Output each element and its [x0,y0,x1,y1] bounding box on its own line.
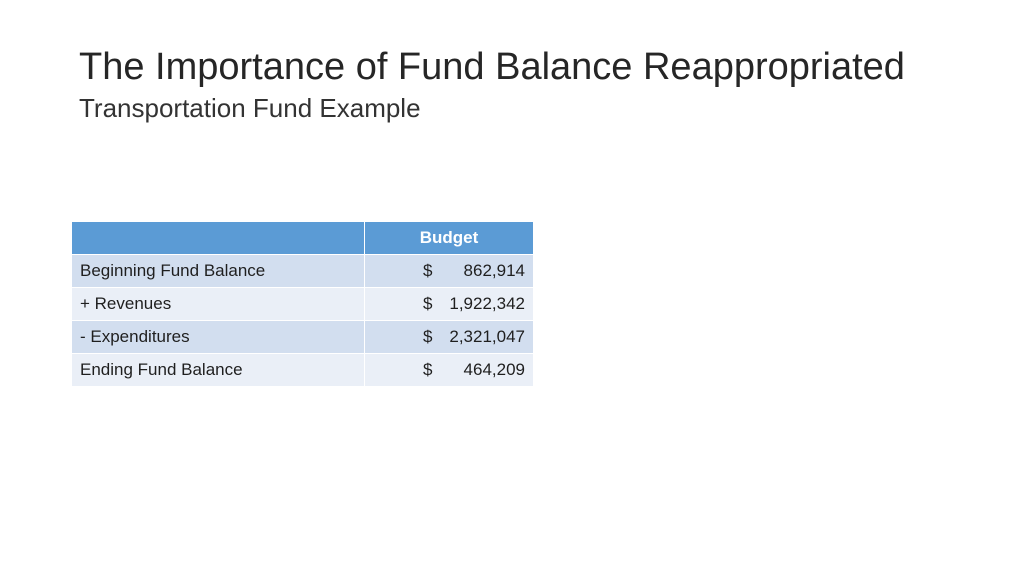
header-budget-cell: Budget [364,221,534,255]
currency-symbol: $ [423,360,433,379]
amount-value: 464,209 [463,360,525,379]
table-body: Beginning Fund Balance $ 862,914 + Reven… [71,254,534,387]
amount-value: 2,321,047 [449,327,525,346]
table-row-revenues: + Revenues $ 1,922,342 [71,287,534,321]
row-amount-cell: $ 1,922,342 [364,287,534,321]
row-amount-cell: $ 464,209 [364,353,534,387]
currency-symbol: $ [423,261,433,280]
row-amount-cell: $ 2,321,047 [364,320,534,354]
slide-subtitle: Transportation Fund Example [79,93,421,123]
header-label-cell [71,221,365,255]
currency-symbol: $ [423,294,433,313]
amount-value: 862,914 [463,261,525,280]
row-label: - Expenditures [71,320,365,354]
table-header-row: Budget [71,221,534,255]
amount-value: 1,922,342 [449,294,525,313]
fund-balance-table: Budget Beginning Fund Balance $ 862,914 … [71,221,534,387]
table-row-ending-balance: Ending Fund Balance $ 464,209 [71,353,534,387]
table-row-expenditures: - Expenditures $ 2,321,047 [71,320,534,354]
table-header: Budget [71,221,534,255]
row-amount-cell: $ 862,914 [364,254,534,288]
table-row-beginning-balance: Beginning Fund Balance $ 862,914 [71,254,534,288]
slide-title: The Importance of Fund Balance Reappropr… [79,46,905,88]
currency-symbol: $ [423,327,433,346]
row-label: Ending Fund Balance [71,353,365,387]
row-label: Beginning Fund Balance [71,254,365,288]
row-label: + Revenues [71,287,365,321]
